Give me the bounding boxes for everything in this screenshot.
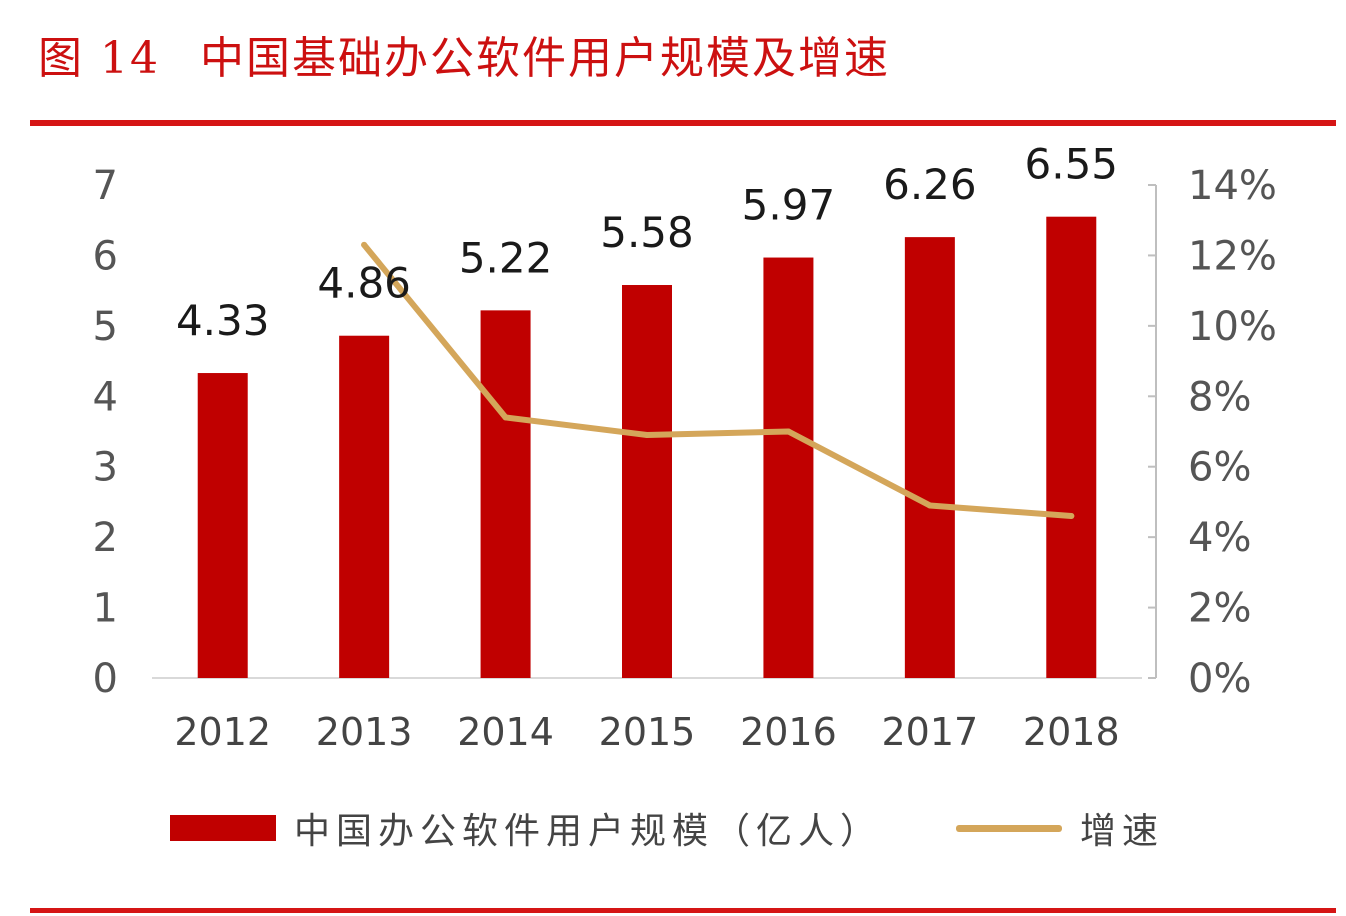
bar-value-label: 4.86	[317, 259, 411, 308]
right-tick-label: 10%	[1188, 304, 1277, 350]
x-tick-label: 2014	[457, 710, 554, 754]
growth-point	[361, 241, 368, 248]
bottom-divider	[30, 908, 1336, 913]
bar	[1046, 216, 1097, 678]
bar	[904, 237, 955, 679]
growth-point	[926, 502, 933, 509]
x-tick-label: 2016	[740, 710, 837, 754]
legend-line-label: 增速	[1080, 811, 1165, 852]
bar	[480, 310, 531, 678]
right-tick-label: 2%	[1188, 586, 1251, 632]
legend-line-swatch	[956, 824, 1063, 832]
bar-value-label: 5.58	[600, 208, 694, 257]
bar-value-label: 6.26	[883, 160, 977, 209]
bar	[197, 373, 248, 678]
bar	[622, 285, 672, 678]
left-tick-label: 1	[93, 586, 118, 632]
left-y-axis: 0 1 2 3 4 5 6 7	[93, 163, 118, 702]
figure-caption: 中国基础办公软件用户规模及增速	[199, 33, 890, 84]
right-tick-label: 4%	[1188, 515, 1251, 561]
legend-bar-swatch	[170, 815, 276, 841]
x-tick-label: 2017	[881, 710, 978, 754]
legend: 中国办公软件用户规模（亿人） 增速	[170, 802, 1164, 854]
right-tick-label: 0%	[1188, 656, 1251, 702]
left-tick-label: 3	[93, 445, 118, 491]
right-tick-label: 12%	[1188, 233, 1277, 279]
figure-number: 图 14	[38, 33, 160, 84]
right-tick-label: 8%	[1188, 374, 1251, 420]
bar-value-label: 5.22	[459, 233, 553, 282]
left-tick-label: 2	[93, 515, 118, 561]
growth-point	[1068, 513, 1075, 520]
x-axis-ticks: 2012 2013 2014 2015 2016 2017 2018	[174, 710, 1119, 754]
x-tick-label: 2013	[316, 710, 413, 754]
legend-bar-label: 中国办公软件用户规模（亿人）	[294, 811, 883, 852]
bar-value-label: 5.97	[742, 181, 836, 230]
right-tick-label: 6%	[1188, 445, 1251, 491]
figure-title: 图 14 中国基础办公软件用户规模及增速	[38, 22, 890, 86]
left-tick-label: 4	[93, 374, 118, 420]
growth-point	[785, 428, 792, 435]
growth-line	[361, 241, 1075, 520]
growth-point	[502, 414, 509, 421]
right-y-axis: 0% 2% 4% 6% 8% 10% 12% 14%	[1148, 163, 1277, 702]
x-tick-label: 2012	[174, 710, 271, 754]
left-tick-label: 0	[93, 656, 118, 702]
bar-series	[197, 216, 1097, 679]
left-tick-label: 7	[93, 163, 118, 209]
right-tick-label: 14%	[1188, 163, 1277, 209]
bar-value-label: 6.55	[1025, 140, 1119, 189]
left-tick-label: 5	[93, 304, 118, 350]
bar-value-label: 4.33	[176, 296, 270, 345]
left-tick-label: 6	[93, 233, 118, 279]
top-divider	[30, 120, 1336, 126]
bar-data-labels: 4.33 4.86 5.22 5.58 5.97 6.26 6.55	[176, 140, 1118, 345]
x-tick-label: 2018	[1023, 710, 1120, 754]
bar	[763, 257, 814, 678]
x-tick-label: 2015	[599, 710, 696, 754]
growth-line-series	[361, 241, 1075, 520]
growth-point	[644, 432, 650, 439]
bar	[339, 335, 390, 678]
